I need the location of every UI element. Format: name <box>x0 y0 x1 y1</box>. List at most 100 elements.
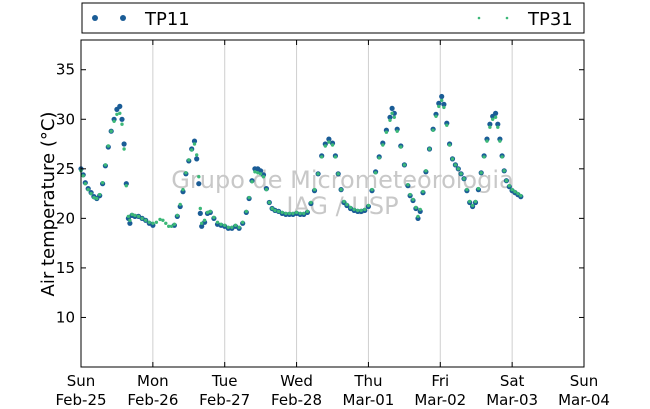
data-point-tp11 <box>191 138 198 144</box>
data-point-tp31 <box>447 143 452 147</box>
y-axis-title: Air temperature (°C) <box>38 112 59 297</box>
data-point-tp31 <box>140 216 144 221</box>
data-point-tp31 <box>83 182 88 186</box>
data-point-tp31 <box>276 209 281 214</box>
data-point-tp11 <box>199 223 205 229</box>
data-point-tp31 <box>445 123 449 127</box>
y-tick-label: 20 <box>56 209 75 227</box>
data-point-tp31 <box>184 171 188 175</box>
x-tick-label-date: Mar-03 <box>486 391 538 409</box>
data-point-tp31 <box>498 139 502 143</box>
data-point-tp31 <box>223 223 227 227</box>
data-point-tp31 <box>418 207 422 212</box>
data-point-tp31 <box>309 200 313 205</box>
data-point-tp31 <box>390 111 394 116</box>
data-point-tp31 <box>98 192 102 197</box>
data-point-tp11 <box>127 220 133 226</box>
data-point-tp31 <box>187 158 191 162</box>
data-point-tp31 <box>247 195 251 200</box>
data-point-tp31 <box>181 187 185 192</box>
data-point-tp31 <box>128 218 132 222</box>
data-point-tp31 <box>253 170 257 174</box>
data-point-tp31 <box>388 118 392 123</box>
data-point-tp31 <box>261 175 266 179</box>
data-point-tp31 <box>516 191 520 196</box>
data-point-tp31 <box>118 111 122 116</box>
data-point-tp31 <box>496 125 500 129</box>
data-point-tp31 <box>264 187 269 192</box>
data-point-tp31 <box>342 199 346 204</box>
data-point-tp11 <box>441 101 447 107</box>
data-point-tp31 <box>130 212 134 217</box>
data-point-tp31 <box>215 220 220 224</box>
data-point-tp31 <box>258 172 263 176</box>
data-point-tp31 <box>316 172 320 176</box>
data-point-tp31 <box>147 220 151 224</box>
x-tick-label-date: Mar-01 <box>343 391 395 409</box>
data-point-tp31 <box>200 221 204 225</box>
data-point-tp31 <box>500 155 504 159</box>
x-tick-label-date: Feb-26 <box>127 391 178 409</box>
data-point-tp31 <box>250 180 254 184</box>
data-point-tp31 <box>198 206 202 211</box>
data-point-tp31 <box>112 119 116 124</box>
y-tick-label: 25 <box>56 160 75 178</box>
legend-item-tp31: TP31 <box>477 9 573 30</box>
data-point-tp31 <box>302 211 306 216</box>
data-point-tp31 <box>485 139 489 143</box>
x-tick-label-date: Feb-28 <box>271 391 322 409</box>
data-point-tp11 <box>389 105 395 111</box>
legend-item-tp11: TP11 <box>92 9 190 30</box>
data-point-tp31 <box>370 187 374 192</box>
data-point-tp31 <box>421 189 425 194</box>
data-point-tp31 <box>504 179 509 183</box>
data-point-tp11 <box>495 121 501 127</box>
data-point-tp31 <box>190 148 194 152</box>
data-point-tp31 <box>241 220 245 224</box>
legend-label-tp11: TP11 <box>144 9 190 30</box>
data-point-tp31 <box>197 175 201 179</box>
axis-ticks: SunFeb-25MonFeb-26TueFeb-27WedFeb-28ThuM… <box>55 40 610 409</box>
data-point-tp31 <box>427 147 432 151</box>
data-point-tp31 <box>294 210 299 215</box>
data-point-tp31 <box>273 208 277 213</box>
data-point-tp11 <box>439 93 445 100</box>
data-point-tp31 <box>208 209 212 214</box>
data-point-tp31 <box>136 214 141 219</box>
data-point-tp31 <box>158 217 162 222</box>
data-point-tp31 <box>284 211 288 216</box>
data-point-tp31 <box>298 211 302 216</box>
data-point-tp31 <box>212 215 216 220</box>
series-tp31 <box>79 98 523 229</box>
x-tick-label-date: Mar-04 <box>558 391 610 409</box>
data-point-tp31 <box>406 183 410 187</box>
data-point-tp31 <box>348 205 353 210</box>
x-tick-label-day: Fri <box>431 372 449 390</box>
data-point-tp31 <box>81 174 85 178</box>
data-point-tp31 <box>333 155 338 159</box>
y-tick-label: 30 <box>56 110 75 128</box>
data-point-tp31 <box>366 203 371 208</box>
data-point-tp31 <box>502 169 506 173</box>
plot-frame <box>80 39 585 368</box>
data-point-tp31 <box>172 222 177 226</box>
data-point-tp31 <box>345 202 349 207</box>
data-point-tp31 <box>442 105 446 110</box>
data-point-tp31 <box>133 213 137 218</box>
data-point-tp31 <box>192 142 197 146</box>
data-point-tp31 <box>169 224 174 228</box>
data-point-tp31 <box>402 163 407 167</box>
data-point-tp31 <box>120 122 124 126</box>
data-point-tp31 <box>89 191 93 196</box>
x-tick-label-date: Feb-25 <box>55 391 106 409</box>
x-tick-label-day: Sun <box>67 372 96 390</box>
data-point-tp31 <box>465 187 469 192</box>
data-point-tp31 <box>144 218 148 222</box>
y-tick-label: 15 <box>56 259 75 277</box>
data-point-tp31 <box>491 117 495 122</box>
data-point-tp31 <box>320 155 324 159</box>
data-point-tp31 <box>356 208 360 213</box>
data-point-tp11 <box>194 156 200 162</box>
data-point-tp31 <box>456 167 460 171</box>
data-point-tp31 <box>305 209 310 214</box>
